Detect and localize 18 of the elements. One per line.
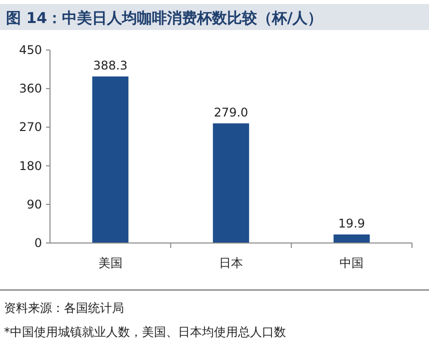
bar — [334, 234, 370, 243]
data-label: 19.9 — [338, 216, 366, 230]
bar — [212, 123, 250, 243]
y-tick-label: 450 — [19, 43, 42, 57]
data-label: 388.3 — [93, 58, 128, 72]
x-tick-label: 中国 — [340, 256, 364, 270]
y-tick-label: 90 — [26, 197, 42, 212]
text: 资料来源：各国统计局 — [4, 301, 124, 315]
y-tick-label: 180 — [19, 158, 42, 173]
text: *中国使用城镇就业人数，美国、日本均使用总人口数 — [4, 325, 286, 339]
y-tick-label: 0 — [34, 236, 42, 250]
y-tick-label: 270 — [19, 120, 42, 134]
y-tick-label: 360 — [19, 82, 42, 96]
chart-title: 图 14：中美日人均咖啡消费杯数比较（杯/人） — [6, 9, 323, 27]
bar — [92, 76, 128, 243]
x-tick-label: 日本 — [219, 256, 243, 270]
x-tick-label: 美国 — [98, 256, 122, 270]
data-label: 279.0 — [214, 105, 248, 120]
